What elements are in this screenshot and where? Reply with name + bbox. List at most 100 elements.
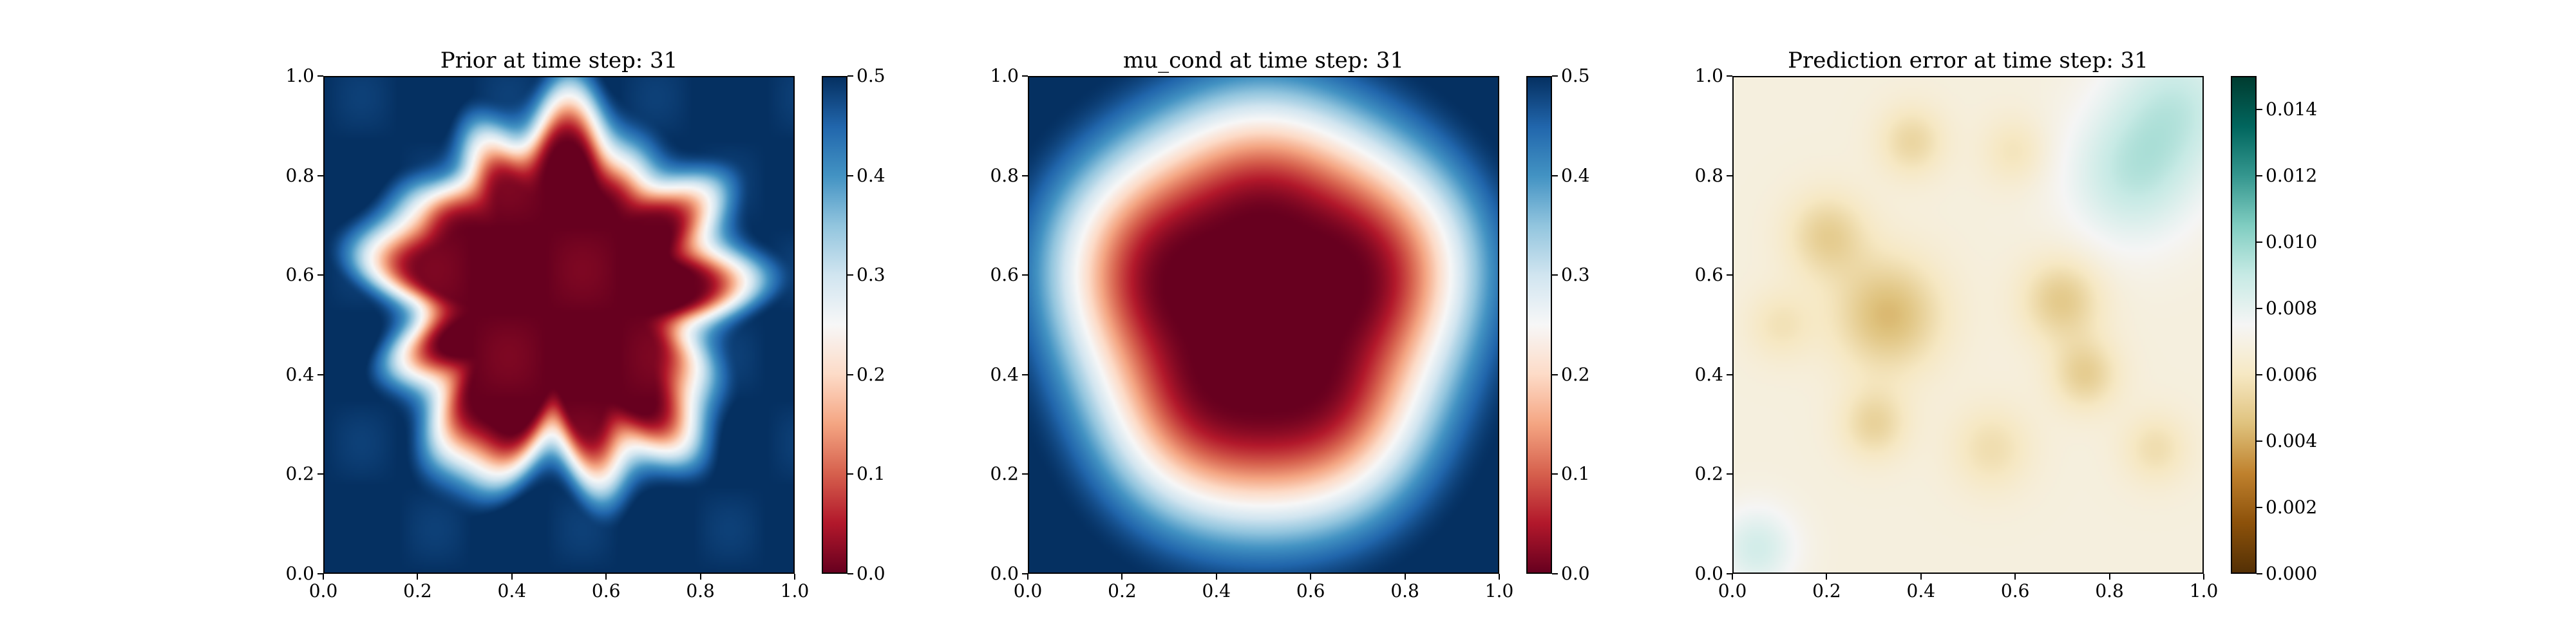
colorbar-tick-label: 0.004 (2266, 430, 2318, 451)
x-tick-mark (417, 574, 419, 580)
y-tick-mark (1022, 274, 1028, 276)
x-tick-mark (1920, 574, 1922, 580)
y-tick-label: 0.0 (990, 563, 1019, 584)
colorbar-tick-label: 0.5 (857, 65, 886, 86)
y-tick-label: 0.8 (990, 164, 1019, 186)
y-tick-label: 0.4 (1694, 363, 1723, 385)
x-tick-label: 0.6 (2000, 580, 2030, 601)
panel-title-mu_cond: mu_cond at time step: 31 (1122, 48, 1405, 73)
x-tick-mark (1215, 574, 1217, 580)
y-tick-label: 1.0 (1694, 65, 1723, 86)
x-tick-mark (699, 574, 701, 580)
y-tick-label: 0.4 (990, 363, 1019, 385)
x-tick-label: 0.2 (1812, 580, 1841, 601)
x-tick-label: 0.2 (403, 580, 432, 601)
colorbar-tick-label: 0.0 (1561, 563, 1590, 584)
y-tick-label: 0.8 (285, 164, 314, 186)
x-tick-label: 1.0 (780, 580, 810, 601)
y-tick-label: 1.0 (990, 65, 1019, 86)
colorbar-mu_cond (1526, 76, 1552, 574)
colorbar-tick-mark (2257, 241, 2262, 243)
x-tick-mark (794, 574, 795, 580)
y-tick-mark (1727, 75, 1732, 77)
y-tick-label: 0.6 (990, 264, 1019, 286)
x-tick-mark (2014, 574, 2016, 580)
heatmap-plot-mu_cond (1028, 76, 1499, 574)
y-tick-mark (1727, 274, 1732, 276)
y-tick-label: 0.2 (285, 463, 314, 485)
colorbar-tick-mark (1552, 573, 1558, 574)
x-tick-label: 0.8 (2095, 580, 2124, 601)
y-tick-mark (1022, 75, 1028, 77)
colorbar-tick-mark (1552, 473, 1558, 475)
y-tick-mark (317, 175, 323, 176)
x-tick-mark (1732, 574, 1733, 580)
heatmap-plot-prior (323, 76, 795, 574)
y-tick-label: 0.8 (1694, 164, 1723, 186)
colorbar-tick-mark (848, 274, 853, 276)
colorbar-tick-label: 0.4 (857, 164, 886, 186)
colorbar-tick-label: 0.1 (857, 463, 886, 485)
panel-title-pred_error: Prediction error at time step: 31 (1788, 48, 2148, 73)
y-tick-label: 0.0 (1694, 563, 1723, 584)
y-tick-label: 0.4 (285, 363, 314, 385)
x-tick-label: 0.6 (591, 580, 621, 601)
y-tick-mark (317, 374, 323, 375)
colorbar-prior (822, 76, 848, 574)
colorbar-tick-label: 0.006 (2266, 363, 2318, 385)
colorbar-tick-mark (1552, 274, 1558, 276)
x-tick-mark (1121, 574, 1123, 580)
colorbar-tick-label: 0.1 (1561, 463, 1590, 485)
colorbar-tick-mark (2257, 374, 2262, 375)
heatmap-image-pred_error (1734, 77, 2202, 573)
y-tick-label: 0.0 (285, 563, 314, 584)
x-tick-mark (323, 574, 324, 580)
x-tick-mark (2108, 574, 2110, 580)
x-tick-mark (1310, 574, 1312, 580)
x-tick-mark (1499, 574, 1500, 580)
panel-title-prior: Prior at time step: 31 (440, 48, 678, 73)
colorbar-tick-label: 0.012 (2266, 164, 2318, 186)
colorbar-tick-label: 0.2 (1561, 363, 1590, 385)
colorbar-tick-label: 0.000 (2266, 563, 2318, 584)
x-tick-label: 1.0 (1484, 580, 1514, 601)
colorbar-tick-label: 0.5 (1561, 65, 1590, 86)
colorbar-tick-mark (2257, 307, 2262, 309)
colorbar-tick-mark (2257, 573, 2262, 574)
colorbar-tick-mark (848, 175, 853, 176)
x-tick-mark (1027, 574, 1028, 580)
x-tick-label: 0.6 (1296, 580, 1325, 601)
y-tick-mark (1022, 175, 1028, 176)
colorbar-tick-label: 0.3 (1561, 264, 1590, 286)
y-tick-mark (317, 274, 323, 276)
x-tick-mark (2203, 574, 2204, 580)
colorbar-tick-label: 0.008 (2266, 297, 2318, 319)
y-tick-mark (317, 473, 323, 475)
x-tick-mark (1404, 574, 1406, 580)
colorbar-tick-mark (1552, 374, 1558, 375)
colorbar-tick-mark (848, 473, 853, 475)
colorbar-tick-mark (1552, 75, 1558, 77)
colorbar-tick-mark (1552, 175, 1558, 176)
y-tick-mark (1727, 175, 1732, 176)
x-tick-label: 0.8 (1390, 580, 1419, 601)
y-tick-mark (1022, 473, 1028, 475)
x-tick-mark (1826, 574, 1828, 580)
colorbar-tick-mark (848, 374, 853, 375)
y-tick-label: 1.0 (285, 65, 314, 86)
heatmap-image-mu_cond (1029, 77, 1498, 573)
colorbar-tick-mark (848, 573, 853, 574)
x-tick-label: 0.2 (1108, 580, 1137, 601)
x-tick-mark (605, 574, 607, 580)
colorbar-tick-mark (2257, 108, 2262, 110)
colorbar-tick-mark (848, 75, 853, 77)
y-tick-mark (1727, 573, 1732, 574)
y-tick-label: 0.2 (990, 463, 1019, 485)
colorbar-tick-label: 0.002 (2266, 496, 2318, 518)
y-tick-mark (1022, 573, 1028, 574)
colorbar-tick-mark (2257, 440, 2262, 442)
y-tick-mark (1727, 374, 1732, 375)
x-tick-label: 0.8 (686, 580, 715, 601)
colorbar-tick-label: 0.3 (857, 264, 886, 286)
colorbar-tick-label: 0.0 (857, 563, 886, 584)
